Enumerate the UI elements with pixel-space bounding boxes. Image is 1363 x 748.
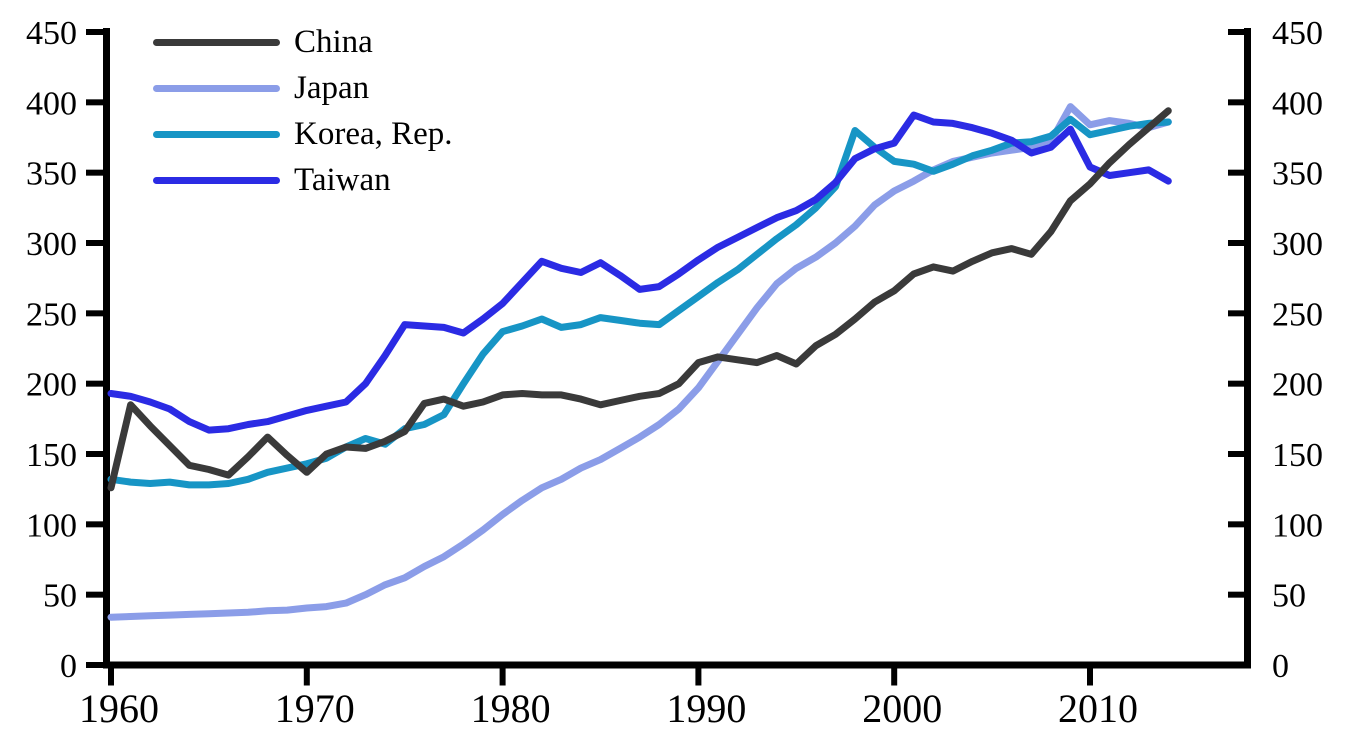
legend-item-korea: Korea, Rep. (153, 111, 453, 157)
y-axis-right-tick (1228, 521, 1244, 528)
series-line-taiwan (107, 111, 1172, 434)
legend-label-japan: Japan (294, 69, 370, 106)
y-axis-left-tick-label: 200 (26, 367, 77, 404)
series-line-china (107, 107, 1172, 492)
legend-label-korea: Korea, Rep. (294, 115, 453, 152)
y-axis-left-spine (103, 28, 110, 669)
y-axis-right-tick (1228, 29, 1244, 35)
y-axis-right-tick-label: 50 (1272, 578, 1306, 615)
y-axis-left-tick-label: 0 (60, 648, 77, 685)
y-axis-right-tick (1228, 99, 1244, 106)
y-axis-right-tick-label: 100 (1272, 507, 1323, 544)
legend: China Japan Korea, Rep. Taiwan (153, 19, 453, 203)
y-axis-right-tick-label: 450 (1272, 15, 1323, 52)
y-axis-left-tick (86, 310, 103, 317)
y-axis-right-tick (1228, 240, 1244, 246)
y-axis-right-tick-label: 0 (1272, 648, 1289, 685)
x-axis-tick (303, 668, 310, 686)
legend-item-japan: Japan (153, 65, 453, 111)
y-axis-left-tick (86, 591, 103, 598)
y-axis-right-tick-label: 400 (1272, 85, 1323, 122)
y-axis-right-tick (1228, 451, 1244, 457)
y-axis-left-tick (86, 99, 103, 106)
y-axis-right-tick (1228, 662, 1244, 668)
x-axis-tick-label: 1970 (275, 686, 355, 731)
x-axis-tick-label: 1980 (471, 686, 551, 731)
y-axis-left-tick-label: 400 (26, 85, 77, 122)
x-axis-tick (695, 668, 702, 686)
legend-label-china: China (294, 23, 373, 60)
legend-line-sample-china (153, 38, 280, 46)
x-axis-tick (1087, 668, 1093, 686)
legend-line-sample-japan (153, 84, 280, 92)
x-axis-tick-label: 2010 (1058, 686, 1138, 731)
y-axis-left-tick-label: 450 (26, 15, 77, 52)
y-axis-left-tick-label: 350 (26, 156, 77, 193)
y-axis-left-tick (86, 29, 103, 35)
x-axis-tick-label: 2000 (862, 686, 942, 731)
y-axis-right-tick (1228, 380, 1244, 387)
y-axis-right-tick-label: 150 (1272, 437, 1323, 474)
y-axis-right-tick-label: 300 (1272, 226, 1323, 263)
y-axis-left-tick-label: 150 (26, 437, 77, 474)
y-axis-right-tick (1228, 169, 1244, 176)
x-axis-tick (891, 668, 898, 686)
y-axis-left-tick (86, 380, 103, 387)
y-axis-left-tick-label: 300 (26, 226, 77, 263)
y-axis-right-tick (1228, 591, 1244, 598)
y-axis-left-tick (86, 662, 103, 668)
legend-item-china: China (153, 19, 453, 65)
x-axis-spine (103, 661, 1251, 669)
y-axis-left-tick (86, 451, 103, 457)
y-axis-left-tick (86, 240, 103, 246)
y-axis-right-spine (1244, 28, 1251, 669)
y-axis-left-tick-label: 250 (26, 296, 77, 333)
y-axis-left-tick-label: 100 (26, 507, 77, 544)
legend-line-sample-korea (153, 130, 280, 138)
x-axis-tick (499, 668, 506, 686)
legend-line-sample-taiwan (153, 176, 280, 184)
legend-label-taiwan: Taiwan (294, 161, 391, 198)
x-axis-tick (108, 668, 114, 686)
y-axis-right-tick-label: 350 (1272, 156, 1323, 193)
y-axis-right-tick-label: 200 (1272, 367, 1323, 404)
legend-item-taiwan: Taiwan (153, 157, 453, 203)
x-axis-tick-label: 1990 (666, 686, 746, 731)
y-axis-right-tick (1228, 310, 1244, 317)
series-line-korea-rep (107, 115, 1172, 489)
y-axis-left-tick-label: 50 (43, 578, 77, 615)
y-axis-right-tick-label: 250 (1272, 296, 1323, 333)
x-axis-tick-label: 1960 (79, 686, 159, 731)
y-axis-left-tick (86, 169, 103, 176)
y-axis-left-tick (86, 521, 103, 528)
